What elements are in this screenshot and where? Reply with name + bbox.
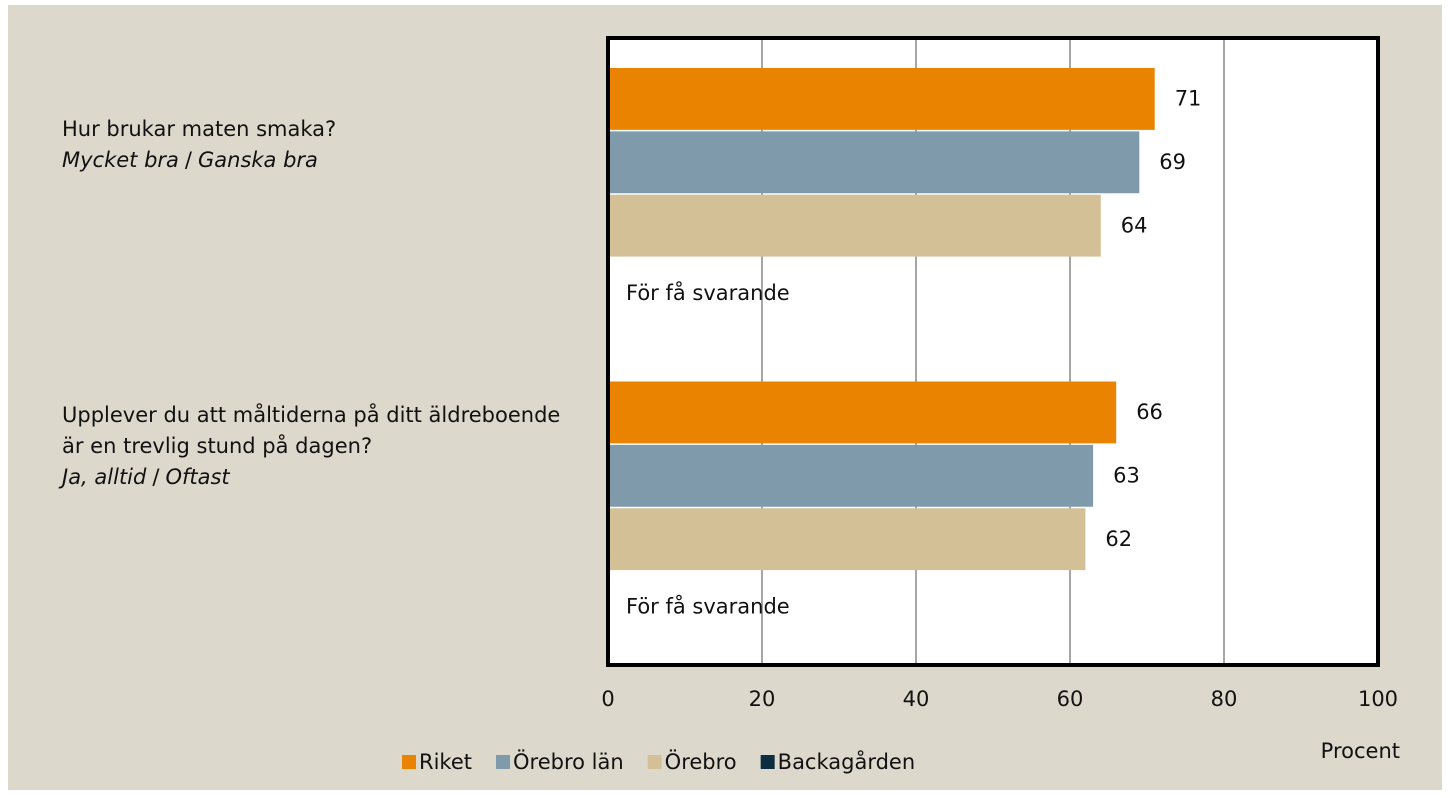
x-tick-label: 20 — [749, 687, 776, 711]
bar — [608, 444, 1094, 507]
answer-part: Oftast — [165, 465, 230, 489]
answer-part: / — [152, 465, 160, 489]
x-tick-label: 40 — [903, 687, 930, 711]
data-label: 71 — [1175, 87, 1202, 111]
legend-swatch — [496, 755, 510, 769]
answer-part: / — [184, 148, 192, 172]
bar — [608, 131, 1140, 194]
data-label: 64 — [1121, 213, 1148, 237]
category-answer: Ja, alltid / Oftast — [62, 462, 562, 493]
category-question: Upplever du att måltiderna på ditt äldre… — [62, 403, 561, 458]
legend-label: Örebro — [665, 749, 737, 774]
category-label: Upplever du att måltiderna på ditt äldre… — [62, 400, 562, 493]
annotation: För få svarande — [626, 593, 790, 618]
bar — [608, 68, 1155, 130]
plot-border — [606, 36, 1380, 667]
legend-label: Riket — [419, 750, 472, 774]
bar — [608, 194, 1101, 257]
data-label: 66 — [1136, 400, 1163, 424]
x-tick-label: 80 — [1211, 687, 1238, 711]
category-label: Hur brukar maten smaka? Mycket bra / Ganska… — [62, 114, 562, 176]
legend-swatch — [760, 755, 775, 769]
data-label: 63 — [1113, 464, 1140, 488]
legend-swatch — [402, 755, 416, 769]
legend-swatch — [647, 755, 662, 769]
answer-part: Mycket bra — [62, 148, 179, 172]
bar — [608, 381, 1117, 444]
category-question: Hur brukar maten smaka? — [62, 117, 337, 141]
annotation: För få svarande — [626, 280, 790, 305]
bar — [608, 508, 1086, 571]
answer-part: Ganska bra — [198, 148, 318, 172]
x-tick-label: 0 — [601, 687, 614, 711]
x-tick-label: 100 — [1358, 687, 1398, 711]
category-answer: Mycket bra / Ganska bra — [62, 145, 562, 176]
x-axis-label: Procent — [1321, 739, 1400, 763]
data-label: 62 — [1105, 527, 1132, 551]
x-tick-label: 60 — [1057, 687, 1084, 711]
legend-label: Backagården — [778, 749, 916, 774]
answer-part: Ja, alltid — [62, 465, 147, 489]
data-label: 69 — [1159, 150, 1186, 174]
legend-label: Örebro län — [513, 749, 624, 774]
